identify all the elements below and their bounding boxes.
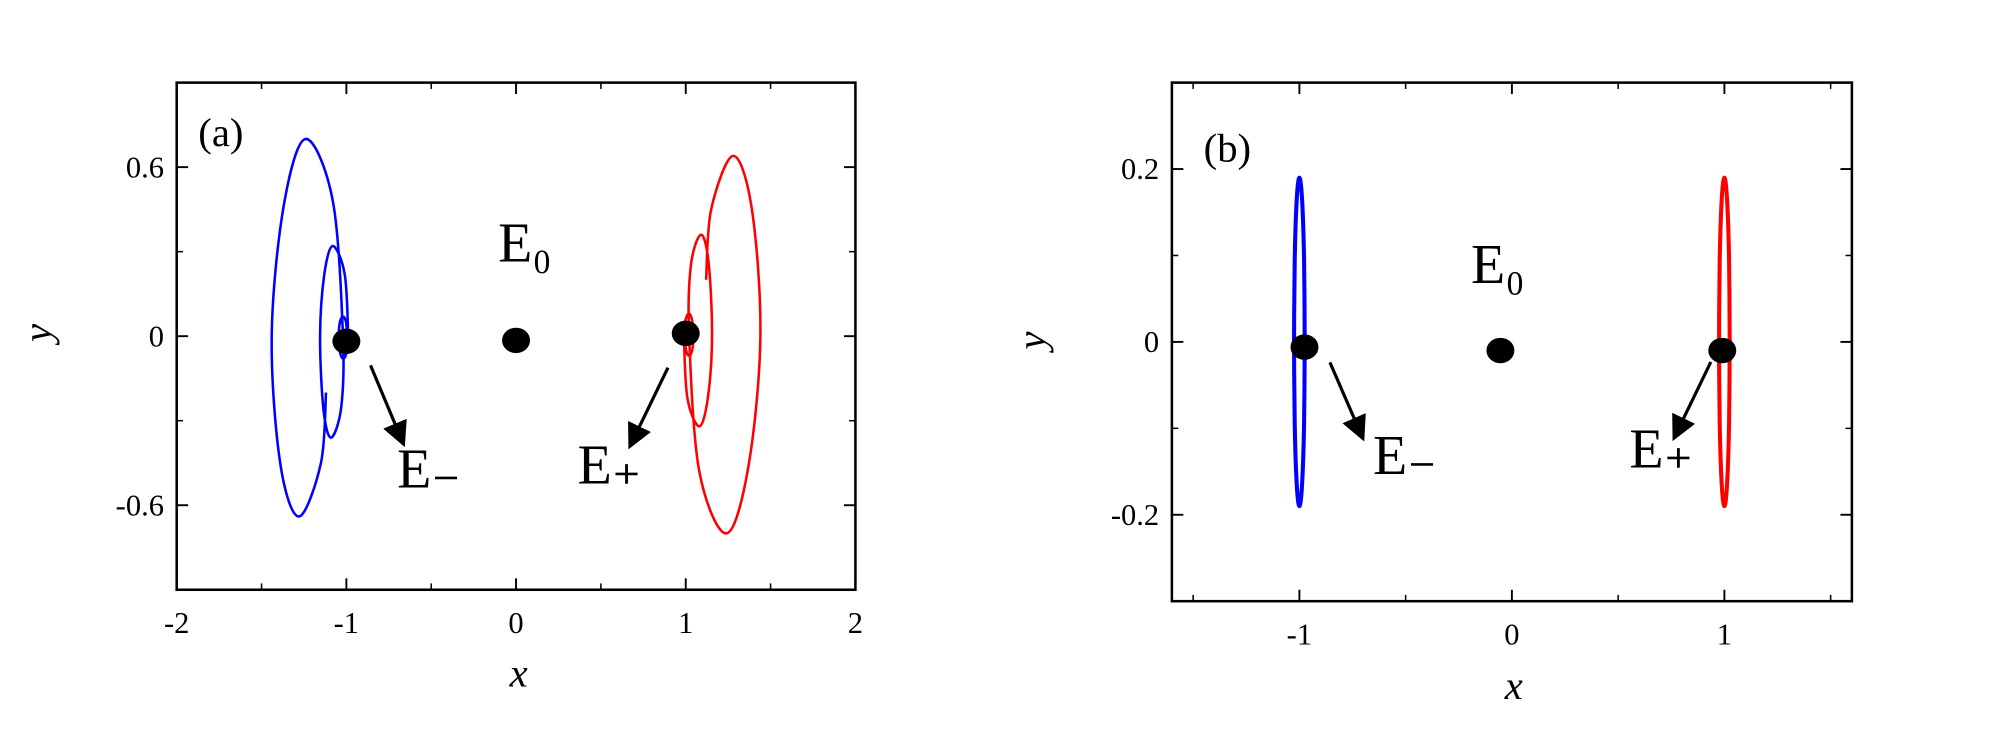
equilibrium-label: E₊	[1629, 418, 1693, 480]
equilibrium-label: E₋	[397, 438, 461, 500]
annotation-arrow	[1328, 361, 1366, 442]
equilibrium-label: E₋	[1373, 425, 1437, 487]
x-tick-label: 1	[678, 606, 693, 640]
panel-label: (a)	[198, 110, 243, 155]
x-tick-label: 2	[848, 606, 863, 640]
plot-frame	[1170, 81, 1854, 603]
x-tick-label: 1	[1717, 617, 1732, 651]
y-tick-label: 0.6	[126, 150, 164, 184]
equilibrium-point	[1486, 337, 1515, 364]
y-tick-label: 0	[149, 319, 164, 353]
x-tick-label: -2	[164, 606, 189, 640]
y-tick-label: 0.2	[1121, 152, 1159, 186]
x-tick-label: 0	[508, 606, 523, 640]
equilibrium-point	[502, 327, 531, 354]
x-tick-label: -1	[334, 606, 359, 640]
annotation-arrow	[369, 364, 407, 448]
y-tick-label: -0.2	[1111, 498, 1159, 532]
annotation-arrow	[628, 366, 670, 450]
equilibrium-point	[1290, 334, 1319, 360]
trajectory	[270, 137, 350, 518]
y-axis-title: y	[15, 323, 60, 346]
x-axis-title: x	[509, 650, 528, 695]
equilibrium-label: E₀	[1471, 234, 1525, 296]
y-tick-label: 0	[1144, 325, 1159, 359]
y-tick-label: -0.6	[116, 488, 164, 522]
panel: -1 0 1 -0.2 0 0.2 E₋ E₀ E₊ (b) x y	[1009, 81, 1854, 708]
panel-label: (b)	[1204, 125, 1251, 170]
annotation-arrow	[1672, 361, 1713, 442]
equilibrium-point	[332, 328, 361, 354]
panel: -2 -1 0 1 2-0.600.6E₋E₀E₊(a)xy	[15, 81, 863, 695]
x-tick-label: -1	[1287, 617, 1312, 651]
trajectory	[682, 154, 762, 535]
equilibrium-point	[1708, 337, 1737, 364]
y-axis-title: y	[1009, 331, 1054, 354]
x-tick-label: 0	[1504, 617, 1519, 651]
x-axis-title: x	[1504, 663, 1523, 708]
equilibrium-point	[671, 320, 700, 347]
equilibrium-label: E₀	[498, 213, 552, 275]
